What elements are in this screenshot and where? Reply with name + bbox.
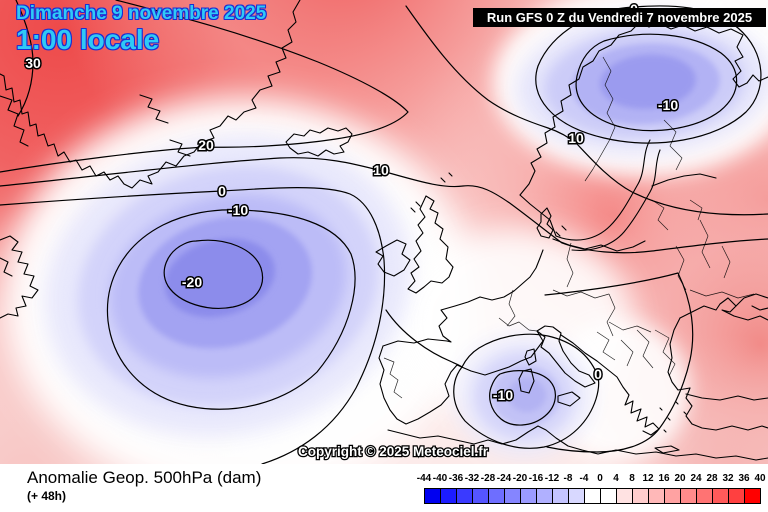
- copyright-watermark: Copyright © 2025 Meteociel.fr: [298, 444, 489, 459]
- legend-tick: 20: [674, 473, 686, 484]
- legend-tick: 16: [658, 473, 670, 484]
- legend-tick: 40: [754, 473, 766, 484]
- contour-label-10: 10: [373, 162, 389, 178]
- legend-cell: [600, 488, 617, 504]
- legend-cell: [520, 488, 537, 504]
- legend-tick: -20: [512, 473, 528, 484]
- contour-label--20: -20: [182, 274, 202, 290]
- legend-cell: [728, 488, 745, 504]
- legend-cell: [616, 488, 633, 504]
- legend-cell: [744, 488, 761, 504]
- contour-minus20-atlantic: [163, 239, 264, 309]
- legend-tick: 24: [690, 473, 702, 484]
- legend-cell: [456, 488, 473, 504]
- legend-tick-labels: -44 -40 -36 -32 -28 -24 -20 -16 -12 -8 -4 0 4 8 12 16 20…: [417, 473, 766, 485]
- legend-tick: -32: [464, 473, 480, 484]
- legend-cell: [536, 488, 553, 504]
- legend-cell: [568, 488, 585, 504]
- legend-cell: [472, 488, 489, 504]
- legend-tick: -24: [496, 473, 512, 484]
- legend-cell: [680, 488, 697, 504]
- contour-label-0: 0: [594, 366, 602, 382]
- valid-time-block: Dimanche 9 novembre 2025 1:00 locale: [16, 3, 267, 55]
- legend-tick: 32: [722, 473, 734, 484]
- legend-cell: [648, 488, 665, 504]
- contour-label-30: 30: [25, 55, 41, 71]
- scandinavia-low-anomaly: [516, 13, 768, 155]
- atlantic-low-anomaly: [44, 135, 412, 437]
- contour-label-10: 10: [568, 130, 584, 146]
- legend-tick: -28: [480, 473, 496, 484]
- forecast-lead-time: (+ 48h): [27, 489, 67, 503]
- legend-tick: -8: [563, 473, 573, 484]
- legend-tick: 12: [642, 473, 654, 484]
- legend-tick: -40: [432, 473, 448, 484]
- contour-minus10-atlantic: [106, 209, 356, 410]
- legend-cell: [712, 488, 729, 504]
- contour-label--10: -10: [493, 387, 513, 403]
- map-title: Anomalie Geop. 500hPa (dam): [27, 468, 262, 487]
- legend-cell: [584, 488, 601, 504]
- legend-tick: 8: [629, 473, 635, 484]
- color-scale-legend: -44 -40 -36 -32 -28 -24 -20 -16 -12 -8 -4 0 4 8 12 16 20…: [417, 473, 766, 509]
- contour-plus10-norway: [405, 5, 768, 216]
- legend-cell: [424, 488, 441, 504]
- legend-cell: [440, 488, 457, 504]
- contour-minus10-scandinavia: [575, 33, 738, 132]
- legend-tick: 0: [597, 473, 603, 484]
- model-run-banner: Run GFS 0 Z du Vendredi 7 novembre 2025: [473, 8, 766, 27]
- valid-hour-label: 1:00 locale: [16, 23, 160, 55]
- contour-label-0: 0: [218, 183, 226, 199]
- legend-color-bar: [424, 488, 762, 504]
- legend-cell: [696, 488, 713, 504]
- legend-cell: [504, 488, 521, 504]
- legend-cell: [632, 488, 649, 504]
- contour-plus10-west: [0, 157, 768, 254]
- anomaly-field: [0, 0, 768, 464]
- contour-plus20: [0, 0, 409, 173]
- country-borders: [383, 56, 755, 399]
- contour-plus30: [15, 0, 34, 117]
- legend-tick: -16: [528, 473, 544, 484]
- contour-label-20: 20: [198, 137, 214, 153]
- contour-lines: [0, 0, 768, 464]
- valid-date-label: Dimanche 9 novembre 2025: [16, 3, 267, 24]
- caption-bar: Anomalie Geop. 500hPa (dam) (+ 48h) -44-…: [0, 464, 768, 512]
- legend-tick: 36: [738, 473, 750, 484]
- legend-tick: -12: [544, 473, 560, 484]
- contour-zero-mediterranean: [453, 333, 600, 449]
- legend-tick: -4: [579, 473, 589, 484]
- legend-tick: -44: [416, 473, 432, 484]
- mediterranean-low-anomaly: [456, 336, 592, 456]
- contour-zero-atlantic: [0, 187, 386, 464]
- contour-label--10: -10: [658, 97, 678, 113]
- legend-cell: [664, 488, 681, 504]
- contour-zero-france: [385, 309, 463, 368]
- legend-tick: 28: [706, 473, 718, 484]
- contour-label--10: -10: [228, 202, 248, 218]
- contour-minus10-mediterranean: [489, 370, 556, 426]
- legend-cell: [552, 488, 569, 504]
- contour-zero-balkans: [544, 272, 694, 453]
- legend-cell: [488, 488, 505, 504]
- legend-tick: -36: [448, 473, 464, 484]
- legend-tick: 4: [613, 473, 619, 484]
